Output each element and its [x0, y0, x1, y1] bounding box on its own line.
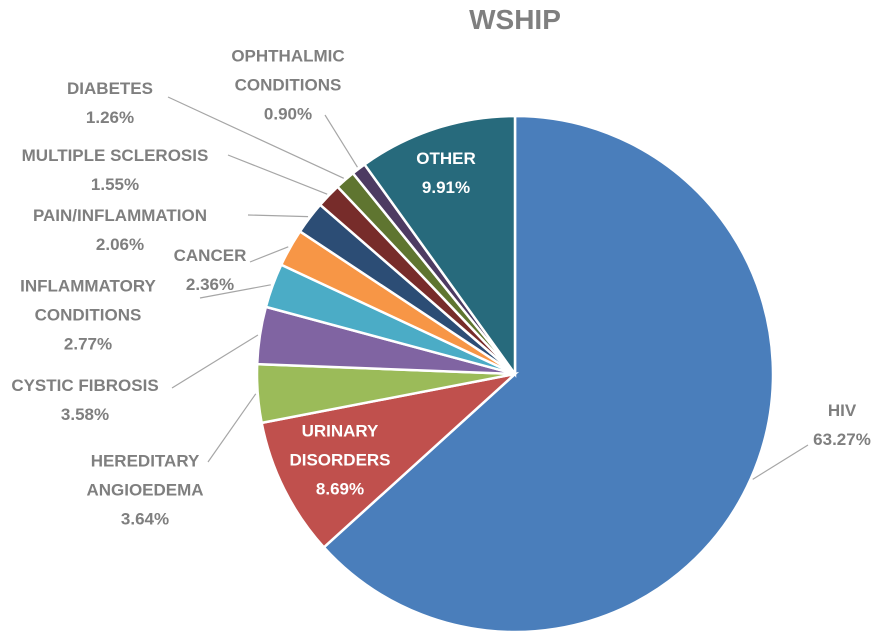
pie-slice — [362, 114, 517, 378]
data-label: PAIN/INFLAMMATION 2.06% — [0, 201, 250, 259]
category-label: PAIN/INFLAMMATION — [32, 206, 208, 225]
data-label: CYSTIC FIBROSIS 3.58% — [0, 371, 170, 429]
data-label: OTHER 9.91% — [396, 144, 496, 202]
leader-line — [249, 246, 289, 263]
leader-line — [227, 154, 328, 195]
data-label: URINARY DISORDERS 8.69% — [275, 417, 405, 504]
chart-title: WSHIP — [469, 4, 561, 35]
pie-slice — [322, 114, 775, 632]
category-label: URINARY DISORDERS — [289, 421, 391, 470]
value-label: 2.06% — [95, 235, 145, 254]
value-label: 2.36% — [185, 275, 235, 294]
pie-slice — [260, 371, 520, 550]
value-label: 3.58% — [60, 405, 110, 424]
leader-line — [752, 444, 809, 480]
data-label: HIV 63.27% — [782, 396, 877, 454]
value-label: 63.27% — [813, 430, 871, 449]
category-label: HIV — [827, 401, 857, 420]
value-label: 1.26% — [85, 108, 135, 127]
data-label: INFLAMMATORY CONDITIONS 2.77% — [0, 272, 178, 359]
value-label: 1.55% — [90, 175, 140, 194]
category-label: DIABETES — [67, 79, 153, 98]
leader-line — [324, 114, 358, 168]
leader-line — [207, 393, 257, 463]
category-label: HEREDITARY ANGIOEDEMA — [86, 451, 204, 500]
data-label: HEREDITARY ANGIOEDEMA 3.64% — [70, 447, 220, 534]
category-label: CANCER — [173, 246, 247, 265]
value-label: 2.77% — [63, 334, 113, 354]
category-label: OPHTHALMIC CONDITIONS — [231, 46, 345, 95]
leader-line — [199, 284, 271, 299]
leader-line — [171, 334, 259, 389]
value-label: 8.69% — [315, 479, 365, 499]
category-label: CYSTIC FIBROSIS — [11, 376, 159, 395]
leader-line — [167, 96, 345, 179]
data-label: OPHTHALMIC CONDITIONS 0.90% — [218, 42, 358, 129]
data-label: DIABETES 1.26% — [50, 74, 170, 132]
category-label: INFLAMMATORY CONDITIONS — [20, 276, 156, 325]
value-label: 3.64% — [120, 509, 170, 529]
data-label: MULTIPLE SCLEROSIS 1.55% — [0, 141, 245, 199]
category-label: MULTIPLE SCLEROSIS — [21, 146, 209, 165]
value-label: 0.90% — [263, 104, 313, 124]
leader-line — [247, 214, 309, 218]
data-label: CANCER 2.36% — [170, 241, 250, 299]
category-label: OTHER — [416, 149, 476, 168]
value-label: 9.91% — [421, 178, 471, 197]
